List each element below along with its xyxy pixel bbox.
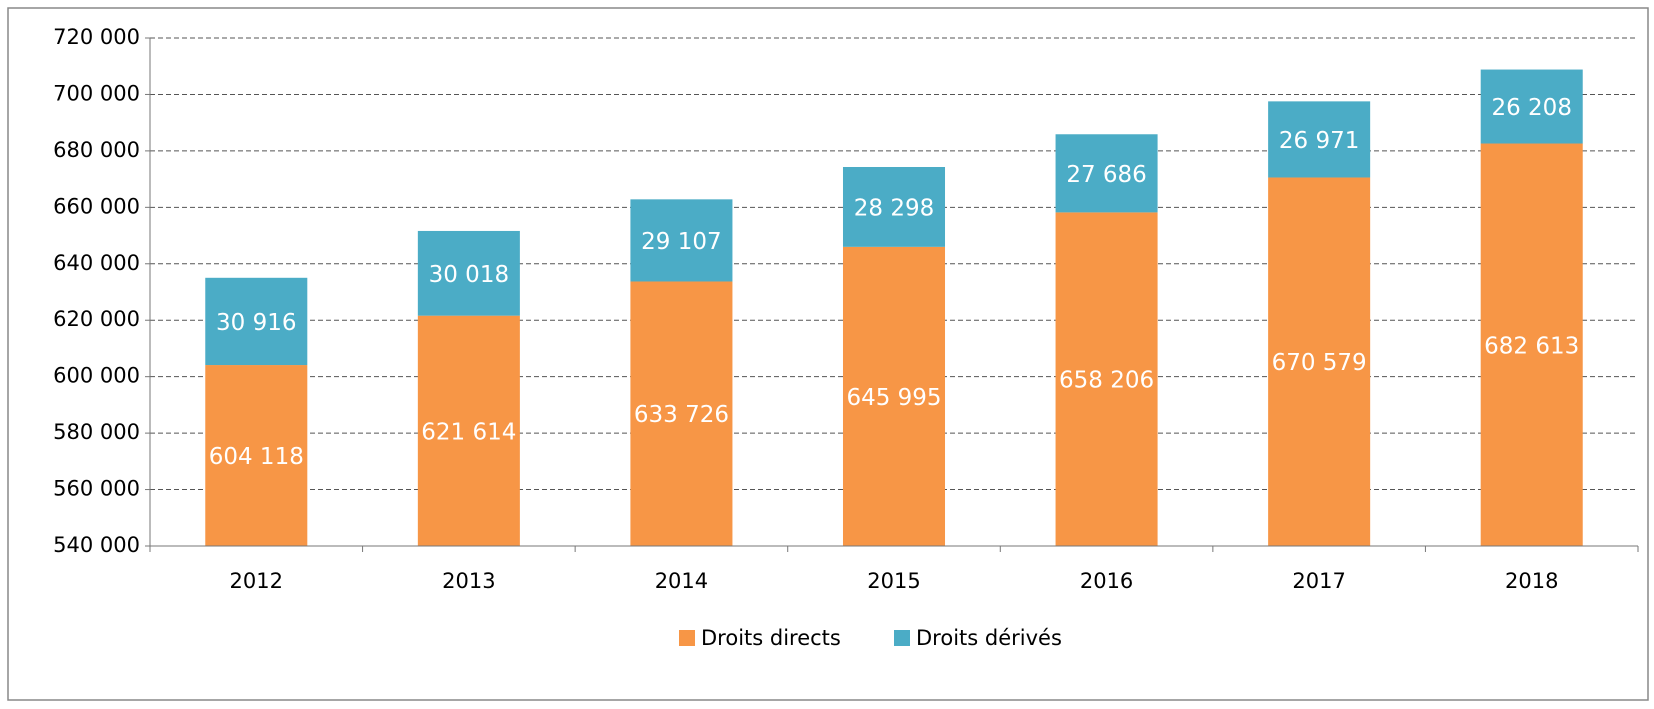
data-label: 26 208 <box>1491 95 1571 121</box>
x-tick-label: 2018 <box>1505 569 1558 593</box>
x-tick-label: 2013 <box>442 569 495 593</box>
data-label: 621 614 <box>421 419 516 445</box>
bar-segment <box>417 315 520 546</box>
bar-segment <box>630 199 733 282</box>
bar-segment <box>205 277 308 366</box>
legend-swatch <box>894 630 910 646</box>
data-label: 28 298 <box>854 195 934 221</box>
data-label: 658 206 <box>1059 368 1154 394</box>
x-tick-label: 2016 <box>1080 569 1133 593</box>
bar-segment <box>417 230 520 316</box>
bar-segment <box>1268 101 1371 178</box>
bar-segment <box>1480 69 1583 144</box>
y-tick-label: 580 000 <box>53 420 140 444</box>
legend-label: Droits dérivés <box>916 626 1062 650</box>
y-tick-label: 640 000 <box>53 251 140 275</box>
bar-segment <box>1480 143 1583 547</box>
y-tick-label: 560 000 <box>53 477 140 501</box>
data-label: 670 579 <box>1272 350 1367 376</box>
y-tick-label: 680 000 <box>53 138 140 162</box>
x-tick-label: 2015 <box>867 569 920 593</box>
legend-label: Droits directs <box>701 626 841 650</box>
bar-segment <box>1055 134 1158 213</box>
y-tick-label: 700 000 <box>53 81 140 105</box>
data-label: 29 107 <box>641 229 721 255</box>
bar-segment <box>205 365 308 546</box>
data-label: 30 018 <box>429 262 509 288</box>
bar-segment <box>842 166 946 247</box>
y-tick-label: 720 000 <box>53 25 140 49</box>
legend-swatch <box>679 630 695 646</box>
y-tick-label: 620 000 <box>53 307 140 331</box>
data-label: 30 916 <box>216 310 296 336</box>
data-label: 27 686 <box>1066 162 1146 188</box>
data-label: 645 995 <box>846 385 941 411</box>
data-label: 604 118 <box>209 444 304 470</box>
bar-segment <box>1055 212 1158 546</box>
bar-segment <box>1268 177 1371 546</box>
x-tick-label: 2014 <box>655 569 708 593</box>
data-label: 26 971 <box>1279 128 1359 154</box>
data-label: 682 613 <box>1484 333 1579 359</box>
y-tick-label: 540 000 <box>53 533 140 557</box>
y-tick-label: 600 000 <box>53 364 140 388</box>
bar-segment <box>630 281 733 546</box>
data-label: 633 726 <box>634 402 729 428</box>
x-tick-label: 2017 <box>1292 569 1345 593</box>
bar-segment <box>842 246 946 546</box>
y-tick-label: 660 000 <box>53 194 140 218</box>
x-tick-label: 2012 <box>230 569 283 593</box>
